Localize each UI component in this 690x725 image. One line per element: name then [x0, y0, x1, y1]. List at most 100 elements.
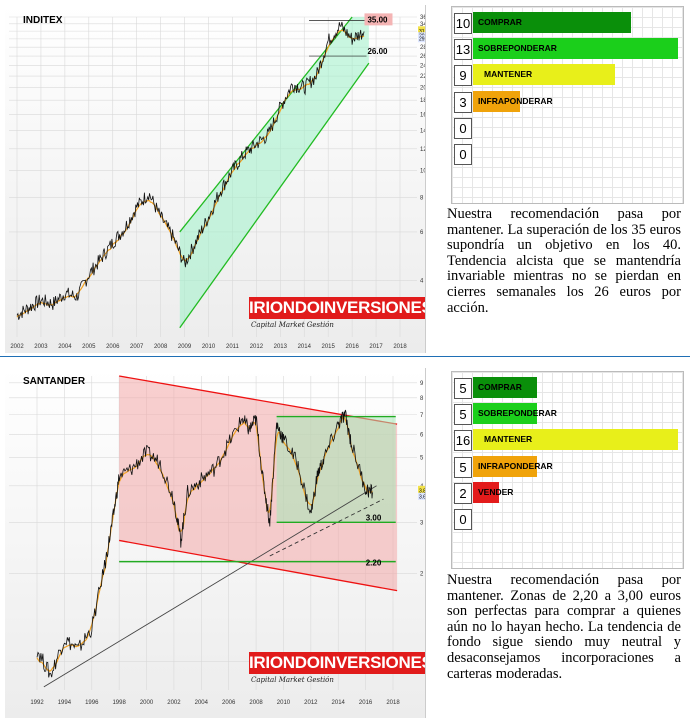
santander-brand-subtitle: Capital Market Gestión	[251, 676, 334, 684]
price-label: 29.910	[419, 37, 425, 43]
y-tick-label: 24	[420, 64, 425, 70]
x-tick-label: 2000	[140, 700, 154, 706]
y-tick-label: 22	[420, 74, 425, 80]
recommendation-count: 13	[454, 39, 472, 61]
y-tick-label: 4	[420, 279, 424, 285]
y-tick-label: 34	[420, 22, 425, 28]
recommendation-count: 9	[454, 65, 472, 87]
x-tick-label: 2016	[359, 700, 373, 706]
y-tick-label: 10	[420, 169, 425, 175]
recommendation-row: 0	[454, 508, 679, 530]
recommendation-row: 0	[454, 117, 679, 139]
inditex-chart: 2002 2003 2004 2005 2006 2007 2008 2009 2010 2011…	[9, 13, 425, 350]
price-label: 3.6621	[419, 494, 425, 500]
recommendation-count: 10	[454, 13, 472, 34]
santander-chart-title: SANTANDER	[23, 376, 86, 387]
x-tick-label: 2004	[195, 700, 209, 706]
y-tick-label: 20	[420, 86, 425, 92]
section-divider	[0, 356, 690, 357]
x-tick-label: 2013	[274, 344, 288, 350]
recommendation-label: MANTENER	[484, 434, 533, 445]
y-tick-label: 5	[420, 455, 424, 461]
santander-brand-logo: IRIONDOINVERSIONES	[249, 652, 426, 674]
x-tick-label: 2003	[34, 344, 48, 350]
recommendation-count: 0	[454, 144, 472, 165]
y-tick-label: 3	[420, 520, 424, 526]
y-tick-label: 16	[420, 112, 425, 118]
x-tick-label: 2008	[249, 700, 263, 706]
recommendation-count: 5	[454, 456, 472, 478]
x-tick-label: 2002	[10, 344, 24, 350]
inditex-recommendation-panel: 10 COMPRAR 13 SOBREPONDERAR 9 MANTENER 3 INFRAP…	[451, 6, 684, 204]
lateral-range-area	[276, 416, 396, 523]
recommendation-count: 5	[454, 378, 472, 399]
inditex-chart-title: INDITEX	[23, 15, 63, 26]
x-tick-label: 2018	[386, 700, 400, 706]
recommendation-label: COMPRAR	[478, 382, 522, 392]
moving-average-line	[36, 415, 373, 673]
price-label-bg	[418, 485, 425, 493]
x-tick-label: 2008	[154, 344, 168, 350]
price-line	[16, 21, 365, 320]
x-tick-label: 2004	[58, 344, 72, 350]
santander-chart-panel: 1992 1994 1996 1998 2000 2002 2004 2006 2008 2010…	[5, 368, 426, 718]
recommendation-count: 2	[454, 482, 472, 504]
y-tick-label: 26	[420, 54, 425, 60]
y-tick-label: 6	[420, 432, 424, 438]
recommendation-bar	[473, 403, 537, 425]
long-term-trendline	[43, 485, 377, 688]
y-tick-label: 28	[420, 45, 425, 51]
inditex-brand-logo: IRIONDOINVERSIONES	[249, 297, 426, 319]
x-tick-label: 2016	[345, 344, 359, 350]
x-tick-label: 2011	[226, 344, 240, 350]
price-line	[36, 409, 373, 678]
price-label-bg	[418, 26, 425, 34]
y-tick-label: 7	[420, 413, 424, 419]
price-label-bg	[418, 35, 425, 43]
recommendation-bar	[473, 481, 499, 503]
santander-chart: 1992 1994 1996 1998 2000 2002 2004 2006 2008 2010…	[9, 375, 425, 706]
recommendation-bar	[473, 455, 537, 477]
santander-comment: Nuestra recomendación pasa por mantener.…	[447, 572, 681, 682]
x-tick-label: 1994	[58, 700, 72, 706]
y-tick-label: 6	[420, 230, 424, 236]
x-tick-label: 2007	[130, 344, 144, 350]
recommendation-row: 13 SOBREPONDERAR	[454, 38, 679, 61]
x-tick-label: 1998	[112, 700, 126, 706]
x-tick-label: 2014	[298, 344, 312, 350]
recommendation-bar	[473, 12, 631, 33]
channel-upper-line	[179, 16, 353, 233]
recommendation-row: 3 INFRAPONDERAR	[454, 90, 679, 113]
x-tick-label: 2018	[393, 344, 407, 350]
recommendation-bar	[473, 64, 616, 86]
x-tick-label: 2014	[332, 700, 346, 706]
y-tick-label: 8	[420, 195, 424, 201]
y-tick-label: 36	[420, 15, 425, 21]
santander-recommendation-panel: 5 COMPRAR 5 SOBREPONDERAR 16 MANTENER 5 INFRAPO…	[451, 371, 684, 569]
x-tick-label: 1992	[30, 700, 44, 706]
recommendation-count: 5	[454, 404, 472, 426]
level-label: 2.20	[366, 559, 382, 568]
bullish-channel-area	[179, 17, 369, 328]
y-tick-label: 2	[420, 572, 424, 578]
recommendation-label: MANTENER	[484, 69, 533, 80]
recommendation-row: 0	[454, 143, 679, 165]
y-tick-label: 8	[420, 396, 424, 402]
inditex-chart-panel: 2002 2003 2004 2005 2006 2007 2008 2009 2010 2011…	[5, 5, 426, 353]
recommendation-count: 3	[454, 91, 472, 113]
recommendation-bar	[473, 429, 678, 451]
recommendation-label: COMPRAR	[478, 17, 522, 27]
recommendation-label: INFRAPONDERAR	[478, 460, 553, 471]
inditex-comment: Nuestra recomendación pasa por mantener.…	[447, 206, 681, 316]
x-tick-label: 2006	[222, 700, 236, 706]
recommendation-count: 0	[454, 509, 472, 530]
x-tick-label: 2010	[202, 344, 216, 350]
x-tick-label: 2015	[322, 344, 336, 350]
recommendation-row: 16 MANTENER	[454, 429, 679, 452]
recommendation-label: INFRAPONDERAR	[478, 95, 553, 106]
channel-lower-line	[119, 539, 398, 592]
recommendation-label: SOBREPONDERAR	[478, 43, 557, 54]
recommendation-bar	[473, 90, 521, 112]
recommendation-row: 9 MANTENER	[454, 64, 679, 87]
recommendation-label: VENDER	[478, 486, 514, 497]
